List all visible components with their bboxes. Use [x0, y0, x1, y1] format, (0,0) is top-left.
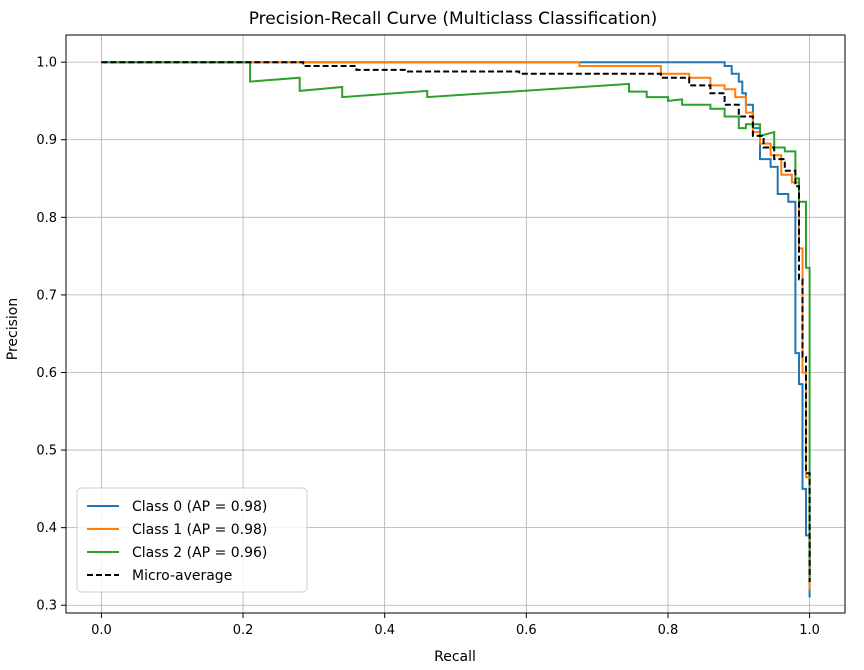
- y-tick-label: 0.4: [36, 521, 57, 536]
- legend-box: [76, 487, 308, 593]
- chart-title: Precision-Recall Curve (Multiclass Class…: [249, 9, 658, 29]
- legend-label-2: Class 2 (AP = 0.96): [132, 545, 267, 561]
- x-tick-label: 0.2: [233, 623, 254, 638]
- y-tick-label: 0.8: [36, 211, 57, 226]
- x-axis-label: Recall: [434, 649, 476, 665]
- axes-frame: [65, 34, 846, 614]
- x-tick-label: 0.6: [516, 623, 537, 638]
- legend-label-3: Micro-average: [132, 568, 232, 584]
- series-line-0: [101, 61, 811, 598]
- series-line-2: [101, 61, 811, 582]
- y-axis-ticks: 0.3 0.4 0.5 0.6 0.7 0.8 0.9 1.0: [36, 56, 66, 614]
- series-lines: [101, 61, 811, 598]
- legend-label-1: Class 1 (AP = 0.98): [132, 522, 267, 538]
- y-tick-label: 1.0: [36, 56, 57, 71]
- x-tick-label: 1.0: [799, 623, 820, 638]
- y-tick-label: 0.3: [36, 599, 57, 614]
- legend: Class 0 (AP = 0.98) Class 1 (AP = 0.98) Cl…: [76, 487, 308, 593]
- x-tick-label: 0.0: [91, 623, 112, 638]
- x-tick-label: 0.4: [374, 623, 395, 638]
- y-tick-label: 0.6: [36, 366, 57, 381]
- y-tick-label: 0.5: [36, 444, 57, 459]
- series-line-3: [101, 61, 811, 582]
- y-tick-label: 0.7: [36, 288, 57, 303]
- x-axis-ticks: 0.0 0.2 0.4 0.6 0.8 1.0: [91, 613, 820, 638]
- y-tick-label: 0.9: [36, 133, 57, 148]
- legend-label-0: Class 0 (AP = 0.98): [132, 499, 267, 515]
- x-tick-label: 0.8: [658, 623, 679, 638]
- y-axis-label: Precision: [5, 298, 21, 360]
